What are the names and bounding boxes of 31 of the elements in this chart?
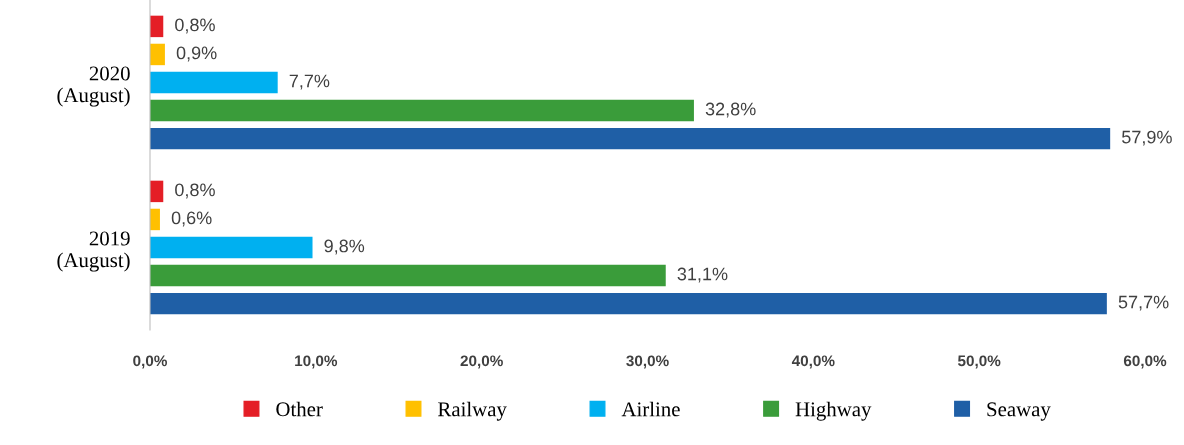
bar — [150, 71, 278, 94]
bar — [150, 99, 694, 122]
bar — [150, 264, 666, 287]
data-label: 0,9% — [176, 46, 217, 62]
data-label: 31,1% — [677, 267, 728, 283]
y-tick-label: 2019 (August) — [57, 231, 130, 272]
data-label: 0,8% — [175, 18, 215, 34]
data-label: 32,8% — [705, 102, 756, 118]
x-tick-label: 10,0% — [295, 355, 338, 369]
legend-label: Highway — [795, 401, 872, 421]
data-label: 0,8% — [175, 183, 215, 199]
y-tick-label: 2020 (August) — [57, 66, 130, 107]
legend-label: Other — [276, 401, 323, 417]
bar — [150, 127, 1111, 150]
data-label: 7,7% — [289, 74, 330, 90]
x-tick-label: 50,0% — [957, 355, 1001, 369]
bar — [150, 236, 313, 259]
x-tick-label: 30,0% — [626, 355, 669, 369]
data-label: 0,6% — [171, 211, 212, 227]
x-tick-label: 0,0% — [133, 355, 168, 369]
x-tick-label: 40,0% — [791, 355, 835, 369]
x-tick-label: 60,0% — [1123, 355, 1167, 369]
legend-label: Airline — [621, 401, 680, 417]
data-label: 57,9% — [1122, 130, 1172, 146]
legend-label: Seaway — [987, 402, 1051, 421]
bar — [150, 292, 1107, 315]
bar — [150, 43, 165, 66]
data-label: 57,7% — [1118, 295, 1169, 311]
data-label: 9,8% — [324, 239, 365, 255]
x-tick-label: 20,0% — [460, 355, 503, 369]
legend-label: Railway — [438, 401, 507, 421]
